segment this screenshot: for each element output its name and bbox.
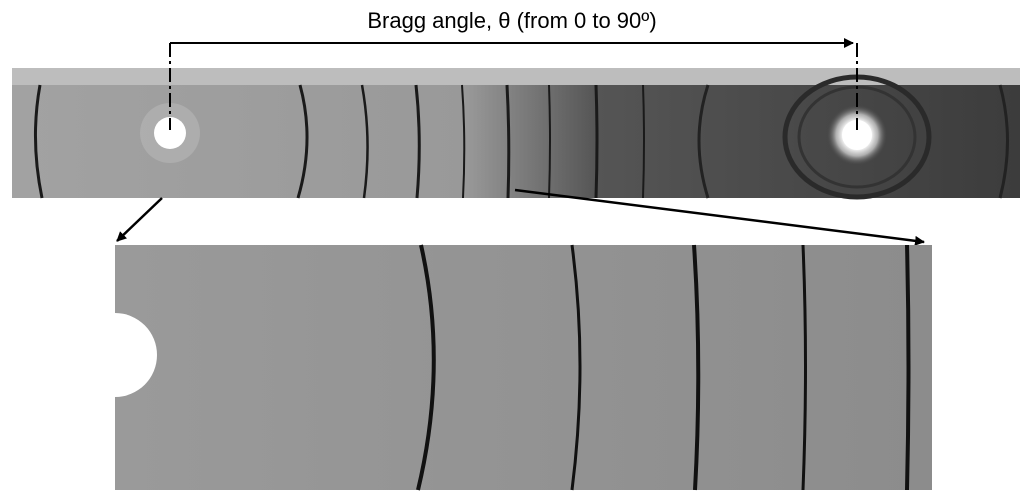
zoom-panel: [115, 244, 932, 491]
annotation-label: Bragg angle, θ (from 0 to 90º): [367, 8, 656, 33]
angle-arrow: [169, 38, 858, 130]
film-strip: [12, 68, 1020, 200]
zoom-lines: [116, 188, 925, 246]
